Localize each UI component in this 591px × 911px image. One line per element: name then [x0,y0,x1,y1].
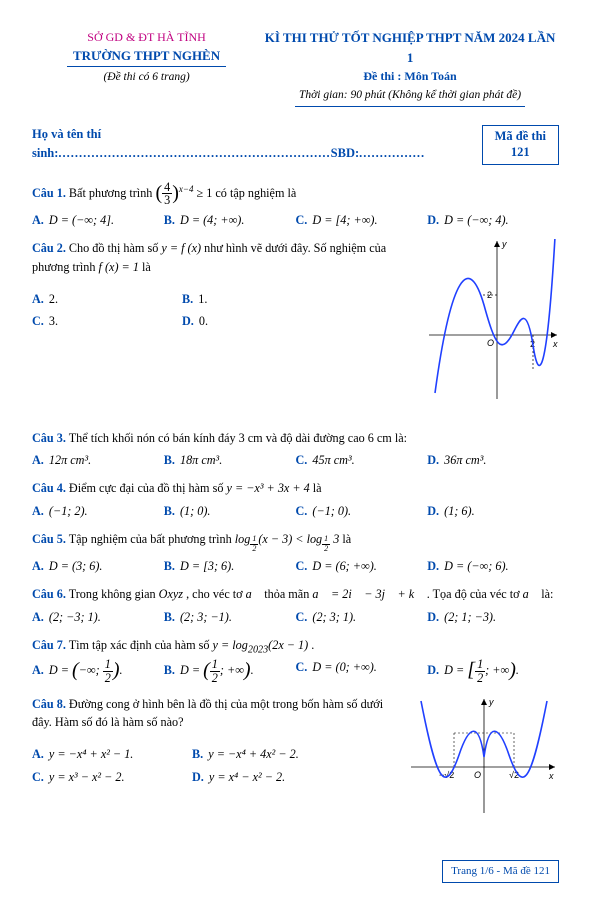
q2-opt-a: 2. [49,292,58,306]
q8-opt-c: y = x³ − x² − 2. [49,770,125,784]
exam-code-box: Mã đề thi 121 [482,125,559,164]
q8-opt-b: y = −x⁴ + 4x² − 2. [208,747,299,761]
exam-code-value: 121 [495,145,546,161]
exam-title: KÌ THI THỬ TỐT NGHIỆP THPT NĂM 2024 LẦN … [261,28,559,67]
name-dots: ........................................… [58,146,330,160]
q3-number: Câu 3. [32,431,66,445]
q4-text-2: là [313,481,322,495]
org-top: SỞ GD & ĐT HÀ TĨNH [32,28,261,46]
question-3: Câu 3. Thể tích khối nón có bán kính đáy… [32,429,559,470]
q1-number: Câu 1. [32,186,66,200]
quartic-graph-icon: x y O −√2 √2 [409,695,559,815]
school-name: TRƯỜNG THPT NGHÈN [67,46,226,67]
footer: Trang 1/6 - Mã đề 121 [32,860,559,883]
q4-text-1: Điểm cực đại của đồ thị hàm số [69,481,227,495]
q3-opt-a: 12π cm³. [49,453,91,467]
q6-opt-d: (2; 1; −3). [444,610,496,624]
q5-text-2: là [342,532,351,546]
q1-opt-d: D = (−∞; 4). [444,213,508,227]
q5-opt-a: D = (3; 6). [49,559,103,573]
question-8: x y O −√2 √2 Câu 8. Đường cong ở hình bê… [32,695,559,820]
q7-number: Câu 7. [32,638,66,652]
q1-geq: ≥ 1 [197,186,216,200]
svg-text:O: O [487,338,494,348]
q7-text-2: . [311,638,314,652]
q6-text-5: là: [541,587,553,601]
q6-opt-c: (2; 3; 1). [312,610,356,624]
q2-text-1: Cho đồ thị hàm số [69,241,161,255]
q5-number: Câu 5. [32,532,66,546]
question-1: Câu 1. Bất phương trình (43)x−4 ≥ 1 có t… [32,181,559,230]
header: SỞ GD & ĐT HÀ TĨNH TRƯỜNG THPT NGHÈN (Đề… [32,28,559,107]
page-count-note: (Đề thi có 6 trang) [32,69,261,86]
q8-number: Câu 8. [32,697,66,711]
q4-opt-d: (1; 6). [444,504,474,518]
sbd-label: SBD: [331,146,359,160]
candidate-name: Họ và tên thí sinh:.....................… [32,125,482,163]
sbd-dots: ................ [359,146,425,160]
svg-text:y: y [501,239,507,249]
q1-opt-b: D = (4; +∞). [180,213,244,227]
svg-text:x: x [548,771,554,781]
exam-duration: Thời gian: 90 phút (Không kể thời gian p… [295,87,525,107]
q5-opt-b: D = [3; 6). [180,559,234,573]
question-6: Câu 6. Trong không gian Oxyz , cho véc t… [32,585,559,626]
svg-text:x: x [552,339,558,349]
question-2: x y O 2 2 Câu 2. Cho đồ thị hàm số y = f… [32,239,559,404]
q6-text-1: Trong không gian [69,587,159,601]
q5-opt-c: D = (6; +∞). [312,559,376,573]
q2-opt-d: 0. [199,314,208,328]
q6-text-2: , cho véc tơ [186,587,246,601]
candidate-row: Họ và tên thí sinh:.....................… [32,125,559,164]
q6-text-3: thỏa mãn [264,587,312,601]
q2-opt-c: 3. [49,314,58,328]
q6-number: Câu 6. [32,587,66,601]
q8-text: Đường cong ở hình bên là đồ thị của một … [32,697,383,729]
q1-opt-c: D = [4; +∞). [312,213,377,227]
q8-opt-d: y = x⁴ − x² − 2. [209,770,285,784]
q2-graph: x y O 2 2 [429,239,559,404]
q3-text: Thể tích khối nón có bán kính đáy 3 cm v… [69,431,407,445]
q6-opt-b: (2; 3; −1). [180,610,232,624]
exam-subject: Đề thi : Môn Toán [261,67,559,85]
q4-opt-a: (−1; 2). [49,504,88,518]
question-4: Câu 4. Điểm cực đại của đồ thị hàm số y … [32,479,559,520]
q7-text-1: Tìm tập xác định của hàm số [69,638,213,652]
q8-graph: x y O −√2 √2 [409,695,559,820]
q1-text-1: Bất phương trình [69,186,156,200]
page-indicator: Trang 1/6 - Mã đề 121 [442,860,559,883]
q3-opt-d: 36π cm³. [444,453,486,467]
q4-number: Câu 4. [32,481,66,495]
svg-text:O: O [474,770,481,780]
q2-number: Câu 2. [32,241,66,255]
q3-opt-c: 45π cm³. [312,453,354,467]
cubic-graph-icon: x y O 2 2 [429,239,559,399]
header-right: KÌ THI THỬ TỐT NGHIỆP THPT NĂM 2024 LẦN … [261,28,559,107]
svg-text:2: 2 [487,290,492,300]
questions: Câu 1. Bất phương trình (43)x−4 ≥ 1 có t… [32,181,559,821]
exam-code-label: Mã đề thi [495,129,546,145]
q8-opt-a: y = −x⁴ + x² − 1. [49,747,133,761]
svg-text:y: y [488,697,494,707]
q6-opt-a: (2; −3; 1). [49,610,101,624]
svg-text:√2: √2 [509,770,519,780]
q2-text-3: là [142,260,151,274]
q2-opt-b: 1. [198,292,207,306]
question-7: Câu 7. Tìm tập xác định của hàm số y = l… [32,636,559,685]
q1-opt-a: D = (−∞; 4]. [49,213,114,227]
q5-text-1: Tập nghiệm của bất phương trình [69,532,235,546]
q6-text-4: . Tọa độ của véc tơ [427,587,523,601]
q5-opt-d: D = (−∞; 6). [444,559,508,573]
q4-opt-c: (−1; 0). [312,504,351,518]
q3-opt-b: 18π cm³. [180,453,222,467]
question-5: Câu 5. Tập nghiệm của bất phương trình l… [32,530,559,575]
q4-opt-b: (1; 0). [180,504,210,518]
header-left: SỞ GD & ĐT HÀ TĨNH TRƯỜNG THPT NGHÈN (Đề… [32,28,261,107]
q1-text-2: có tập nghiệm là [215,186,296,200]
